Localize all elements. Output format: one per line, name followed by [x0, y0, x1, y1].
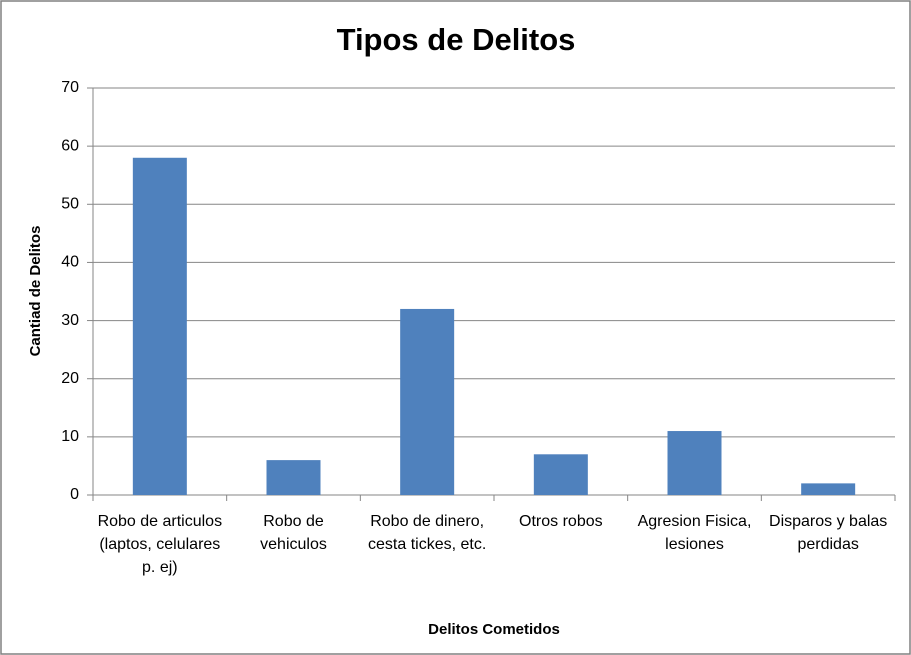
x-axis-label: Delitos Cometidos [428, 621, 560, 638]
x-tick-label: Robo de dinero, cesta tickes, etc. [368, 513, 487, 553]
y-tick-label: 70 [61, 79, 79, 96]
y-tick-label: 30 [61, 312, 79, 329]
bar [400, 308, 455, 495]
bar [667, 431, 722, 495]
bar [132, 157, 187, 495]
x-tick-label: Robo de articulos (laptos, celulares p. … [97, 513, 223, 576]
x-tick-label: Disparos y balas perdidas [769, 513, 888, 553]
y-axis-label: Cantiad de Delitos [27, 226, 44, 357]
bar [801, 483, 856, 495]
y-tick-label: 20 [61, 370, 79, 387]
bar [266, 460, 321, 495]
chart-title: Tipos de Delitos [337, 22, 576, 57]
y-tick-label: 60 [61, 137, 79, 154]
y-tick-label: 10 [61, 428, 79, 445]
x-tick-label: Otros robos [519, 513, 603, 530]
x-tick-label: Agresion Fisica, lesiones [637, 513, 752, 553]
y-tick-label: 50 [61, 196, 79, 213]
y-tick-label: 40 [61, 254, 79, 271]
x-tick-label: Robo de vehiculos [260, 513, 327, 553]
bar [533, 454, 588, 495]
y-tick-label: 0 [70, 486, 79, 503]
